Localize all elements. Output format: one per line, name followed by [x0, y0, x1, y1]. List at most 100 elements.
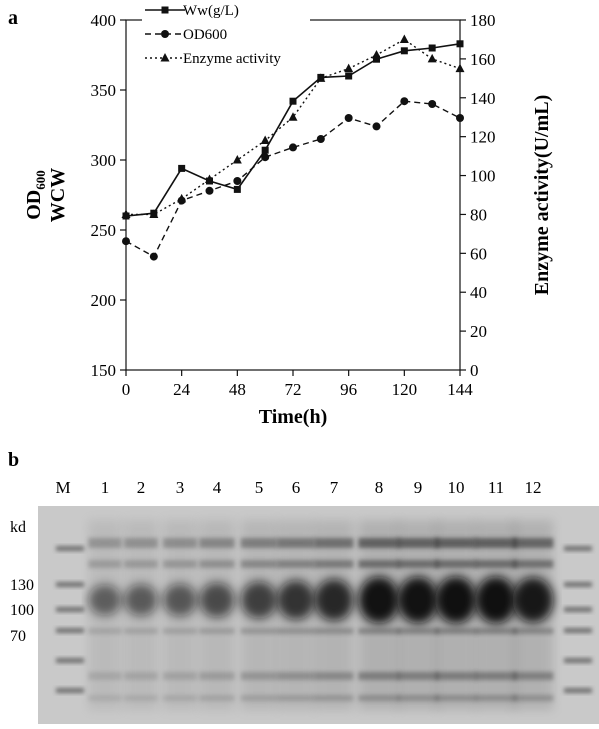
upper-band — [397, 538, 439, 548]
lower-band — [162, 672, 198, 680]
upper-band — [435, 560, 477, 568]
right-axis-ticks: 0 20 40 60 80 100 120 140 160 180 — [460, 11, 496, 380]
upper-band — [358, 538, 400, 548]
data-point — [121, 209, 131, 218]
left-tick-label: 200 — [91, 291, 117, 310]
data-point — [344, 63, 354, 73]
gel-image — [38, 506, 599, 724]
lane-label: 11 — [488, 478, 504, 497]
x-tick-label: 120 — [392, 380, 418, 399]
lower-band — [475, 695, 517, 701]
left-axis-title: OD600 WCW — [23, 168, 69, 222]
left-axis-ticks: 150 200 250 300 350 400 — [91, 11, 126, 380]
ladder-band — [56, 582, 84, 587]
ladder-band — [564, 628, 592, 633]
ladder-band — [56, 688, 84, 693]
right-tick-label: 40 — [470, 283, 487, 302]
marker-ladder — [56, 546, 84, 693]
upper-band — [88, 560, 122, 568]
upper-band — [435, 538, 477, 548]
lane-label: 1 — [101, 478, 110, 497]
upper-band — [124, 538, 158, 548]
data-point — [178, 164, 186, 172]
lane-label: 12 — [525, 478, 542, 497]
x-tick-label: 96 — [340, 380, 357, 399]
lower-band — [397, 695, 439, 701]
lower-band — [124, 672, 158, 680]
marker-label: 100 — [10, 602, 34, 619]
left-tick-label: 250 — [91, 221, 117, 240]
lower-band — [199, 672, 235, 680]
data-point — [288, 112, 298, 121]
left-axis-title-line1: OD600 — [23, 170, 48, 220]
lower-band — [199, 695, 235, 701]
lane-label: 3 — [176, 478, 185, 497]
gel-lane-11 — [475, 520, 517, 710]
lower-band — [124, 695, 158, 701]
upper-band — [512, 538, 554, 548]
data-point — [177, 193, 187, 203]
lower-band — [512, 672, 554, 680]
series-2 — [122, 97, 464, 261]
main-band — [88, 584, 122, 616]
ladder-band — [564, 607, 592, 612]
x-tick-label: 48 — [229, 380, 246, 399]
main-band — [199, 582, 235, 618]
lane-label: 7 — [330, 478, 339, 497]
data-point — [149, 209, 159, 218]
gel-lane-1 — [88, 520, 122, 710]
main-band — [512, 577, 554, 623]
lower-band — [512, 695, 554, 701]
x-tick-label: 0 — [122, 380, 131, 399]
main-band — [435, 576, 477, 624]
data-point — [232, 155, 242, 164]
lower-band — [199, 628, 235, 634]
data-point — [427, 53, 437, 63]
lower-band — [435, 672, 477, 680]
legend-label: Enzyme activity — [183, 51, 281, 67]
data-point — [261, 153, 270, 162]
right-tick-label: 160 — [470, 50, 496, 69]
lower-band — [475, 672, 517, 680]
gel-lanes — [56, 520, 592, 710]
right-tick-label: 180 — [470, 11, 496, 30]
main-band — [397, 576, 439, 624]
data-point — [456, 114, 464, 122]
data-point — [373, 55, 380, 63]
data-point — [205, 174, 214, 183]
series-3 — [121, 34, 465, 218]
upper-band — [512, 560, 554, 568]
data-point — [455, 63, 465, 73]
ladder-band — [56, 658, 84, 663]
lane-label: 6 — [292, 478, 301, 497]
legend-marker — [161, 30, 169, 38]
series-layer — [121, 34, 465, 261]
upper-band — [358, 560, 400, 568]
data-point — [428, 44, 436, 52]
data-point — [205, 186, 214, 195]
x-tick-label: 144 — [447, 380, 473, 399]
gel-lane-8 — [358, 520, 400, 710]
lower-band — [512, 628, 554, 634]
left-tick-label: 300 — [91, 151, 117, 170]
main-band — [314, 579, 354, 621]
lower-band — [277, 695, 315, 701]
gel-lane-5 — [240, 520, 278, 710]
lower-band — [397, 672, 439, 680]
data-point — [372, 50, 381, 59]
left-axis-title-od: OD — [23, 190, 45, 220]
ladder-band — [564, 688, 592, 693]
upper-band — [162, 538, 198, 548]
legend-item: Enzyme activity — [145, 51, 281, 67]
lane-label: 9 — [414, 478, 423, 497]
lower-band — [240, 628, 278, 634]
upper-band — [397, 560, 439, 568]
upper-band — [277, 538, 315, 548]
lower-band — [88, 672, 122, 680]
gel-lane-10 — [435, 520, 477, 710]
data-point — [316, 135, 325, 143]
main-band — [277, 580, 315, 620]
legend-items: Ww(g/L) OD600 Enzyme activity — [145, 3, 281, 67]
lower-band — [358, 695, 400, 701]
data-point — [345, 72, 353, 80]
